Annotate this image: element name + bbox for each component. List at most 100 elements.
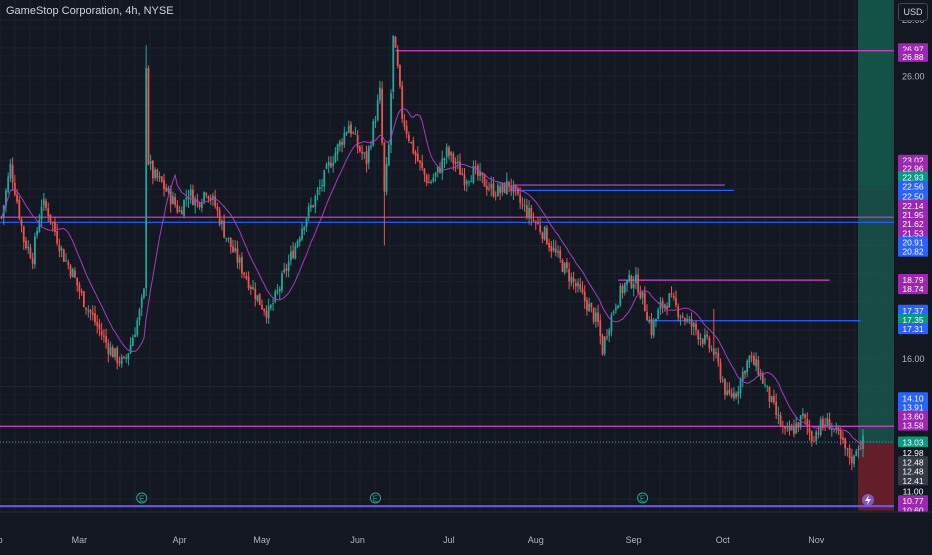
candle-down bbox=[419, 160, 421, 164]
candle-up bbox=[307, 206, 310, 217]
candle-down bbox=[474, 166, 477, 168]
candle-down bbox=[151, 161, 154, 179]
candle-down bbox=[630, 275, 633, 288]
candle-down bbox=[781, 425, 784, 427]
candle-up bbox=[657, 309, 660, 320]
candle-down bbox=[123, 356, 125, 358]
candle-down bbox=[572, 277, 575, 282]
candle-up bbox=[826, 418, 829, 427]
candle-down bbox=[381, 88, 384, 143]
candle-down bbox=[750, 355, 753, 357]
candle-down bbox=[107, 343, 110, 354]
price-label: 13.58 bbox=[898, 419, 928, 431]
candle-down bbox=[11, 165, 14, 183]
candle-down bbox=[646, 311, 648, 321]
price-label: 21.62 bbox=[898, 218, 928, 230]
time-tick-label: Feb bbox=[0, 535, 3, 545]
candle-down bbox=[350, 124, 352, 134]
price-label-text: 12.98 bbox=[902, 448, 924, 458]
candle-down bbox=[56, 231, 59, 244]
candle-down bbox=[808, 427, 811, 433]
candle-up bbox=[436, 166, 439, 173]
candle-up bbox=[327, 162, 330, 166]
price-label-text: 11.00 bbox=[903, 486, 924, 496]
candle-up bbox=[392, 35, 395, 92]
candle-up bbox=[178, 210, 181, 212]
candle-up bbox=[183, 199, 185, 216]
price-label-text: 22.93 bbox=[902, 173, 924, 183]
candle-down bbox=[697, 330, 700, 340]
candle-down bbox=[448, 147, 450, 156]
candle-up bbox=[523, 205, 526, 207]
price-label-background bbox=[898, 190, 928, 202]
price-label-text: 14.10 bbox=[902, 393, 924, 403]
earnings-event-marker: E bbox=[136, 492, 148, 504]
candle-down bbox=[728, 389, 731, 394]
candle-up bbox=[140, 297, 143, 309]
earnings-marker-label: E bbox=[373, 495, 378, 504]
candle-down bbox=[82, 291, 85, 307]
price-label-background bbox=[898, 50, 928, 62]
candle-up bbox=[363, 152, 366, 154]
price-label-text: 21.62 bbox=[902, 219, 924, 229]
candle-down bbox=[102, 335, 105, 337]
candle-up bbox=[830, 428, 833, 430]
candle-down bbox=[844, 438, 847, 449]
candle-down bbox=[621, 286, 624, 294]
price-label: 26.88 bbox=[898, 50, 928, 62]
candle-up bbox=[267, 306, 270, 319]
candle-down bbox=[601, 335, 604, 355]
candle-down bbox=[229, 237, 232, 248]
candle-up bbox=[432, 178, 435, 182]
price-label-background bbox=[898, 245, 928, 257]
candle-up bbox=[33, 236, 36, 265]
price-axis[interactable]: 28.0026.0020.0016.0026.9726.8823.0222.96… bbox=[894, 0, 932, 550]
candle-down bbox=[545, 227, 548, 245]
price-label: 13.91 bbox=[898, 401, 928, 413]
candle-down bbox=[461, 173, 464, 175]
candle-down bbox=[243, 272, 246, 275]
candle-down bbox=[768, 386, 771, 402]
candle-up bbox=[114, 348, 116, 358]
candle-down bbox=[218, 210, 221, 225]
candle-down bbox=[105, 336, 108, 343]
time-axis[interactable]: Feb Mar Apr May Jun Jul Aug Sep Oct Nov bbox=[0, 511, 932, 550]
price-label-background bbox=[898, 419, 928, 431]
candle-down bbox=[488, 188, 490, 190]
price-label: 18.74 bbox=[898, 283, 928, 295]
candle-down bbox=[695, 323, 697, 331]
candle-up bbox=[528, 208, 530, 219]
candle-up bbox=[786, 426, 789, 428]
candle-up bbox=[603, 336, 606, 354]
candle-down bbox=[481, 172, 484, 176]
price-label-background bbox=[898, 485, 928, 497]
candle-down bbox=[416, 153, 419, 162]
candle-up bbox=[298, 238, 301, 243]
price-label-background bbox=[898, 209, 928, 221]
candle-down bbox=[47, 208, 50, 216]
moving-average-line bbox=[1, 108, 864, 445]
candle-down bbox=[806, 418, 809, 427]
candle-up bbox=[301, 228, 303, 240]
candle-down bbox=[701, 339, 704, 345]
candle-down bbox=[717, 352, 720, 363]
candle-down bbox=[719, 362, 722, 380]
candle-down bbox=[29, 247, 32, 259]
currency-button[interactable]: USD bbox=[898, 3, 928, 21]
candle-up bbox=[777, 414, 780, 416]
candle-up bbox=[323, 170, 326, 187]
candle-up bbox=[338, 141, 341, 147]
price-label-text: 12.48 bbox=[902, 467, 924, 477]
candle-down bbox=[677, 306, 680, 318]
candle-up bbox=[450, 152, 453, 156]
price-label: 10.77 bbox=[898, 495, 928, 507]
candle-up bbox=[158, 176, 161, 178]
price-label-text: 13.58 bbox=[902, 421, 924, 431]
candle-up bbox=[619, 285, 622, 306]
price-label-text: 12.48 bbox=[902, 457, 924, 467]
candle-up bbox=[252, 287, 254, 290]
target-zone-upper bbox=[858, 0, 891, 187]
